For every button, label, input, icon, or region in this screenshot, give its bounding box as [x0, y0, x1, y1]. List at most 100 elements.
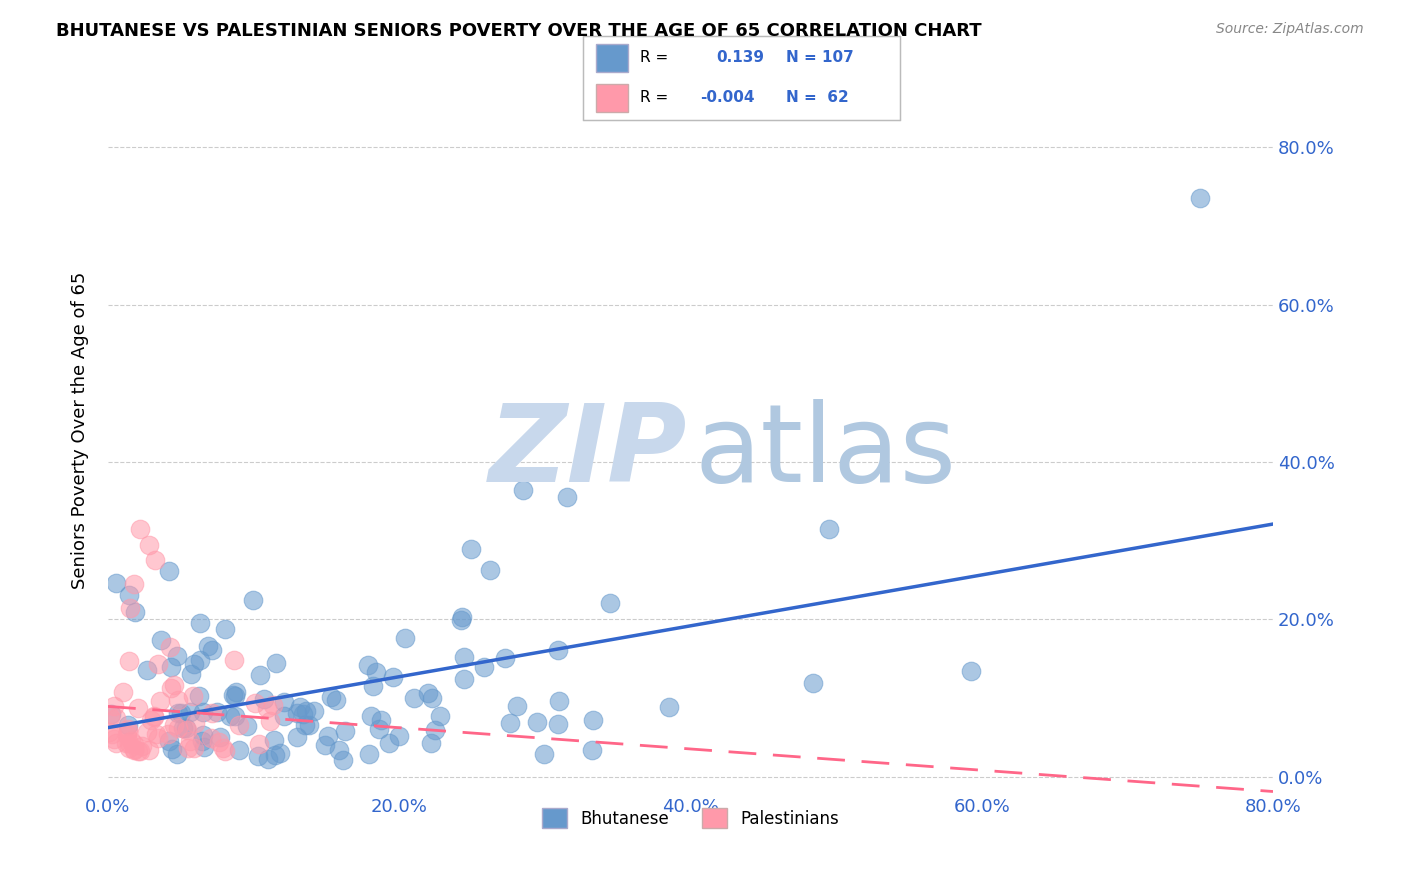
Point	[188, 653, 211, 667]
Point	[183, 715, 205, 730]
Point	[357, 658, 380, 673]
Point	[478, 563, 501, 577]
Point	[263, 733, 285, 747]
Point	[420, 690, 443, 705]
Point	[423, 723, 446, 737]
Point	[249, 668, 271, 682]
Point	[256, 700, 278, 714]
Point	[149, 693, 172, 707]
Point	[146, 731, 169, 745]
Point	[264, 747, 287, 762]
Point	[451, 610, 474, 624]
Point	[801, 676, 824, 690]
Point	[167, 706, 190, 720]
Point	[118, 741, 141, 756]
Point	[420, 736, 443, 750]
Point	[177, 741, 200, 756]
Point	[658, 700, 681, 714]
Point	[172, 721, 194, 735]
Point	[176, 723, 198, 738]
Point	[377, 735, 399, 749]
Text: R =: R =	[641, 90, 669, 105]
Legend: Bhutanese, Palestinians: Bhutanese, Palestinians	[536, 801, 846, 835]
Point	[143, 553, 166, 567]
Point	[273, 709, 295, 723]
Point	[302, 704, 325, 718]
Point	[197, 639, 219, 653]
Point	[163, 677, 186, 691]
Point	[183, 657, 205, 672]
Point	[366, 665, 388, 679]
Point	[150, 632, 173, 647]
Point	[450, 613, 472, 627]
Point	[1189, 191, 1212, 205]
Point	[145, 727, 167, 741]
Point	[225, 685, 247, 699]
Point	[157, 565, 180, 579]
Point	[129, 522, 152, 536]
Point	[160, 742, 183, 756]
Point	[370, 713, 392, 727]
Point	[472, 660, 495, 674]
Point	[103, 732, 125, 747]
Point	[959, 664, 981, 678]
Point	[506, 699, 529, 714]
Point	[214, 622, 236, 636]
Point	[257, 752, 280, 766]
Point	[205, 705, 228, 719]
Text: 0.139: 0.139	[716, 50, 765, 65]
Point	[104, 736, 127, 750]
Text: BHUTANESE VS PALESTINIAN SENIORS POVERTY OVER THE AGE OF 65 CORRELATION CHART: BHUTANESE VS PALESTINIAN SENIORS POVERTY…	[56, 22, 981, 40]
Text: ZIP: ZIP	[489, 400, 688, 505]
Point	[314, 738, 336, 752]
Point	[361, 679, 384, 693]
Point	[124, 605, 146, 619]
Point	[180, 667, 202, 681]
Point	[224, 689, 246, 703]
Point	[118, 588, 141, 602]
Point	[200, 731, 222, 745]
Point	[494, 651, 516, 665]
Point	[103, 698, 125, 713]
Point	[143, 709, 166, 723]
Point	[118, 736, 141, 750]
Point	[191, 705, 214, 719]
Point	[115, 736, 138, 750]
Text: atlas: atlas	[695, 400, 956, 505]
Point	[148, 657, 170, 671]
Text: Source: ZipAtlas.com: Source: ZipAtlas.com	[1216, 22, 1364, 37]
Point	[526, 714, 548, 729]
Point	[117, 654, 139, 668]
Point	[136, 724, 159, 739]
Point	[328, 743, 350, 757]
FancyBboxPatch shape	[596, 84, 627, 112]
Point	[285, 706, 308, 720]
Point	[143, 709, 166, 723]
Point	[138, 538, 160, 552]
Point	[191, 728, 214, 742]
Point	[105, 576, 128, 591]
Point	[112, 685, 135, 699]
Point	[242, 593, 264, 607]
Point	[118, 600, 141, 615]
Point	[122, 737, 145, 751]
Point	[512, 483, 534, 497]
Point	[117, 722, 139, 736]
Point	[332, 753, 354, 767]
Point	[122, 577, 145, 591]
Point	[183, 741, 205, 756]
Text: -0.004: -0.004	[700, 90, 755, 105]
Point	[187, 690, 209, 704]
Point	[139, 713, 162, 727]
Point	[193, 739, 215, 754]
Point	[120, 734, 142, 748]
Point	[294, 718, 316, 732]
Point	[214, 744, 236, 758]
Text: N =  62: N = 62	[786, 90, 849, 105]
Point	[359, 747, 381, 762]
Point	[179, 734, 201, 748]
Point	[253, 692, 276, 706]
Point	[166, 693, 188, 707]
Point	[453, 650, 475, 665]
Point	[201, 643, 224, 657]
